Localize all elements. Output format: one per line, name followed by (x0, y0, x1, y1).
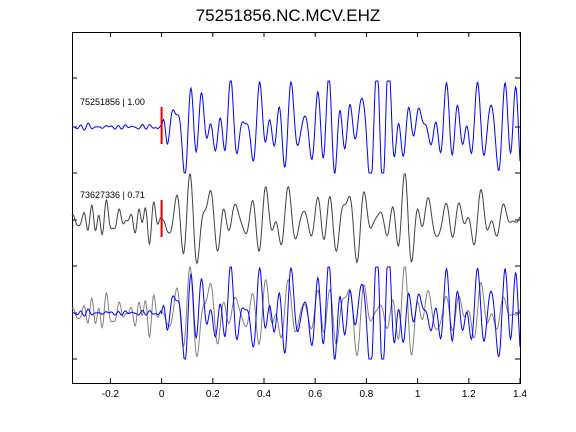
x-tick-label: 1.2 (462, 389, 476, 400)
trace-label: 75251856 | 1.00 (80, 97, 145, 107)
overlay-trace-neighbor (71, 266, 521, 358)
trace-neighbor (71, 173, 521, 265)
plot-title: 75251856.NC.MCV.EHZ (195, 6, 381, 25)
x-axis-ticks: -0.2 0 0.2 0.4 0.6 0.8 1 1.2 1.4 (102, 32, 527, 400)
x-tick-label: 0.2 (206, 389, 220, 400)
trace-label: 73627336 | 0.71 (80, 190, 145, 200)
trace-labels: 75251856 | 1.00 73627336 | 0.71 (80, 97, 145, 200)
overlay-trace-master (71, 266, 521, 360)
x-tick-label: -0.2 (102, 389, 120, 400)
x-tick-label: 0.6 (308, 389, 322, 400)
trace-master (71, 80, 521, 174)
x-tick-label: 0.8 (359, 389, 373, 400)
x-tick-label: 0 (159, 389, 165, 400)
trace-group (71, 80, 521, 360)
x-tick-label: 1.4 (513, 389, 527, 400)
x-tick-label: 0.4 (257, 389, 271, 400)
x-tick-label: 1 (415, 389, 421, 400)
